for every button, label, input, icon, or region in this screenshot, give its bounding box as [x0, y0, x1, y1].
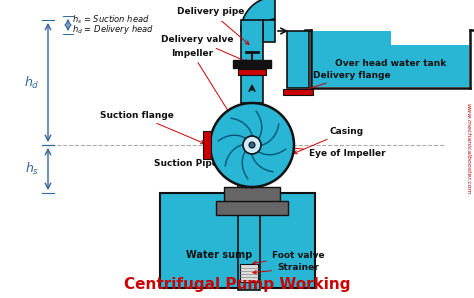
- Bar: [224, 187, 280, 203]
- Bar: [312, 45, 469, 87]
- Text: Strainer: Strainer: [253, 263, 319, 274]
- Bar: [283, 89, 313, 95]
- Text: Foot valve: Foot valve: [253, 252, 324, 265]
- Polygon shape: [241, 0, 275, 31]
- Text: Eye of Impeller: Eye of Impeller: [262, 144, 385, 158]
- Text: Water sump: Water sump: [186, 250, 252, 260]
- Bar: [287, 31, 309, 88]
- Text: Casing: Casing: [293, 126, 364, 154]
- Text: $h_s$: $h_s$: [25, 161, 39, 177]
- Text: $h_d$ = Delivery head: $h_d$ = Delivery head: [72, 24, 154, 36]
- Text: $h_s$ = Suction head: $h_s$ = Suction head: [72, 14, 150, 26]
- Text: Suction Pipe: Suction Pipe: [154, 159, 245, 172]
- Bar: [238, 143, 260, 290]
- Bar: [312, 31, 391, 46]
- Text: Delivery valve: Delivery valve: [161, 35, 248, 63]
- Text: Centrifugal Pump Working: Centrifugal Pump Working: [124, 277, 350, 291]
- Text: Over head water tank: Over head water tank: [335, 59, 446, 68]
- Text: Delivery flange: Delivery flange: [301, 71, 391, 91]
- Bar: [216, 201, 288, 215]
- Bar: [263, 20, 275, 42]
- Text: www.mechanicalbooster.com: www.mechanicalbooster.com: [465, 103, 471, 195]
- Bar: [233, 60, 271, 68]
- Text: Delivery pipe: Delivery pipe: [177, 7, 249, 44]
- Text: Impeller: Impeller: [171, 49, 238, 127]
- Text: Suction flange: Suction flange: [100, 111, 204, 144]
- Text: $h_d$: $h_d$: [24, 74, 40, 91]
- Bar: [160, 193, 315, 288]
- Circle shape: [243, 136, 261, 154]
- Circle shape: [210, 103, 294, 187]
- Bar: [240, 264, 258, 282]
- Circle shape: [249, 142, 255, 148]
- Bar: [238, 69, 266, 75]
- Bar: [241, 20, 263, 103]
- Bar: [203, 131, 211, 159]
